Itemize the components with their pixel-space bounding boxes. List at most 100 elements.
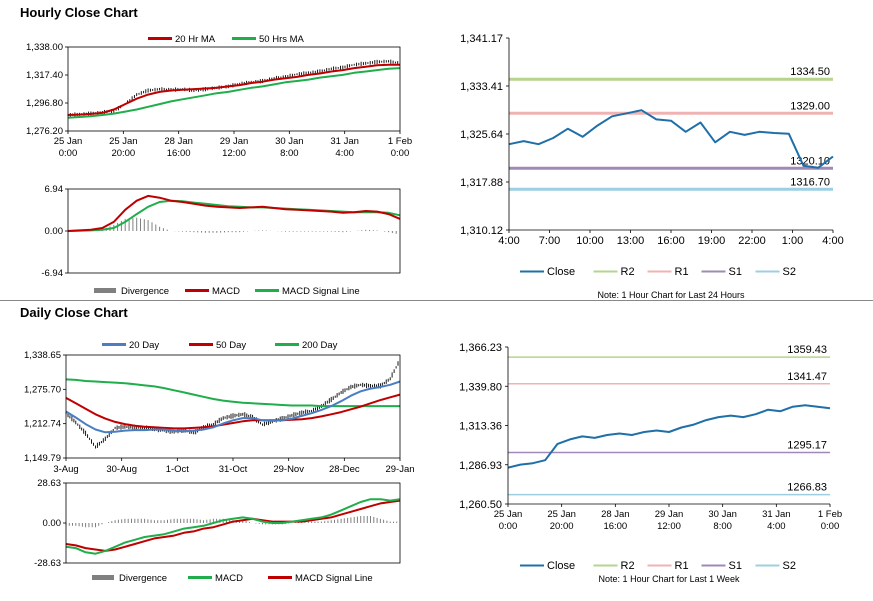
legend-daily-pivot-r2-label: R2 [621,560,635,572]
daily-pivot-x-tick-label: 25 Jan [547,509,576,520]
daily-pivot-s2-value: 1266.83 [787,482,827,494]
hourly-pivot-y-tick-label: 1,310.12 [460,225,503,237]
legend-200day-label: 200 Day [302,340,338,351]
legend-hourly-signal-label: MACD Signal Line [282,286,360,297]
daily-pivot-x-tick-label: 1 Feb [818,509,842,520]
legend-daily-pivot-s2-label: S2 [783,560,796,572]
daily-price-x-tick-label: 1-Oct [166,464,190,475]
daily-pivot-x-tick-label: 30 Jan [708,509,737,520]
daily-200day-ma-line [65,378,400,408]
hourly-pivot-y-tick-label: 1,333.41 [460,81,503,93]
hourly-pivot-s1-value: 1320.10 [790,155,830,167]
legend-hourly-pivot-close-label: Close [547,266,575,278]
section-divider [0,300,873,301]
daily-pivot-note: Note: 1 Hour Chart for Last 1 Week [599,574,740,584]
hourly-price-x-tick-label: 0:00 [391,148,410,159]
hourly-pivot-close-line [508,109,834,169]
daily-macd-y-tick-label: 28.63 [37,478,61,489]
hourly-price-plot-frame [67,46,401,132]
hourly-pivot-x-tick-label: 10:00 [576,235,604,247]
daily-price-y-tick-label: 1,149.79 [24,453,61,464]
hourly-pivot-x-tick-label: 16:00 [657,235,685,247]
legend-hourly-pivot-r2-label: R2 [621,266,635,278]
hourly-20hr-ma-line [67,63,400,116]
hourly-pivot-x-tick-label: 4:00 [498,235,519,247]
daily-pivot-y-tick-label: 1,366.23 [459,342,502,354]
daily-price-x-tick-label: 31-Oct [219,464,248,475]
hourly-pivot-x-tick-label: 7:00 [539,235,560,247]
hourly-price-x-tick-label: 1 Feb [388,136,412,147]
daily-pivot-x-tick-label: 28 Jan [601,509,630,520]
daily-price-x-tick-label: 29-Nov [273,464,304,475]
legend-hourly-divergence-swatch [94,288,116,293]
daily-pivot-s1-value: 1295.17 [787,440,827,452]
hourly-pivot-x-tick-label: 19:00 [698,235,726,247]
daily-pivot-x-tick-label: 0:00 [499,521,518,532]
legend-daily-divergence-label: Divergence [119,573,167,584]
legend-50day-label: 50 Day [216,340,246,351]
daily-price-x-tick-label: 3-Aug [53,464,78,475]
legend-hourly-divergence-label: Divergence [121,286,169,297]
daily-price-y-tick-label: 1,275.70 [24,384,61,395]
daily-pivot-x-tick-label: 12:00 [657,521,681,532]
daily-pivot-r2-value: 1359.43 [787,344,827,356]
hourly-pivot-x-tick-label: 1:00 [782,235,803,247]
hourly-price-x-tick-label: 20:00 [111,148,135,159]
hourly-price-x-tick-label: 16:00 [167,148,191,159]
daily-macd-y-tick-label: -28.63 [34,558,61,569]
daily-price-x-tick-label: 30-Aug [106,464,137,475]
legend-hourly-pivot-s2-label: S2 [783,266,796,278]
daily-price-x-tick-label: 29-Jan [385,464,414,475]
hourly-macd-y-tick-label: 6.94 [45,184,64,195]
legend-daily-pivot-s1-label: S1 [729,560,742,572]
hourly-price-x-tick-label: 29 Jan [220,136,249,147]
daily-pivot-y-tick-label: 1,313.36 [459,421,502,433]
daily-macd-y-tick-label: 0.00 [43,518,62,529]
daily-pivot-y-tick-label: 1,339.80 [459,381,502,393]
hourly-pivot-x-tick-label: 22:00 [738,235,766,247]
daily-section-title: Daily Close Chart [20,305,128,320]
daily-pivot-x-tick-label: 8:00 [713,521,732,532]
hourly-price-x-tick-label: 28 Jan [164,136,193,147]
daily-pivot-close-line [507,404,831,469]
daily-price-y-tick-label: 1,212.74 [24,419,61,430]
legend-daily-macd-label: MACD [215,573,243,584]
legend-hourly-macd-label: MACD [212,286,240,297]
hourly-price-x-tick-label: 12:00 [222,148,246,159]
hourly-pivot-r1-value: 1329.00 [790,100,830,112]
hourly-pivot-y-tick-label: 1,325.64 [460,129,503,141]
daily-pivot-x-tick-label: 4:00 [767,521,786,532]
daily-pivot-r1-value: 1341.47 [787,371,827,383]
legend-daily-pivot-r1-label: R1 [675,560,689,572]
hourly-price-x-tick-label: 30 Jan [275,136,304,147]
hourly-price-y-tick-label: 1,276.20 [26,126,63,137]
hourly-price-x-tick-label: 0:00 [59,148,78,159]
daily-pivot-x-tick-label: 29 Jan [655,509,684,520]
daily-pivot-x-tick-label: 31 Jan [762,509,791,520]
daily-pivot-y-tick-label: 1,260.50 [459,499,502,511]
daily-macd-signal-line [65,499,401,552]
daily-pivot-x-tick-label: 16:00 [603,521,627,532]
hourly-section-title: Hourly Close Chart [20,5,138,20]
hourly-50hr-ma-line [67,67,401,119]
daily-pivot-y-tick-label: 1,286.93 [459,460,502,472]
hourly-pivot-x-tick-label: 13:00 [617,235,645,247]
daily-price-y-tick-label: 1,338.65 [24,350,61,361]
legend-hourly-pivot-s1-label: S1 [729,266,742,278]
hourly-macd-y-tick-label: 0.00 [45,226,64,237]
hourly-price-x-tick-label: 25 Jan [109,136,138,147]
hourly-pivot-note: Note: 1 Hour Chart for Last 24 Hours [597,290,745,300]
hourly-pivot-x-tick-label: 4:00 [822,235,843,247]
hourly-pivot-y-tick-label: 1,317.88 [460,177,503,189]
hourly-macd-line [67,194,401,232]
legend-20day-label: 20 Day [129,340,159,351]
daily-price-x-tick-label: 28-Dec [329,464,360,475]
daily-pivot-x-tick-label: 20:00 [550,521,574,532]
hourly-price-y-tick-label: 1,296.80 [26,98,63,109]
daily-macd-line [65,498,401,555]
hourly-macd-signal-line [67,199,401,232]
daily-pivot-x-tick-label: 25 Jan [494,509,523,520]
hourly-pivot-s2-value: 1316.70 [790,176,830,188]
hourly-pivot-y-tick-label: 1,341.17 [460,33,503,45]
